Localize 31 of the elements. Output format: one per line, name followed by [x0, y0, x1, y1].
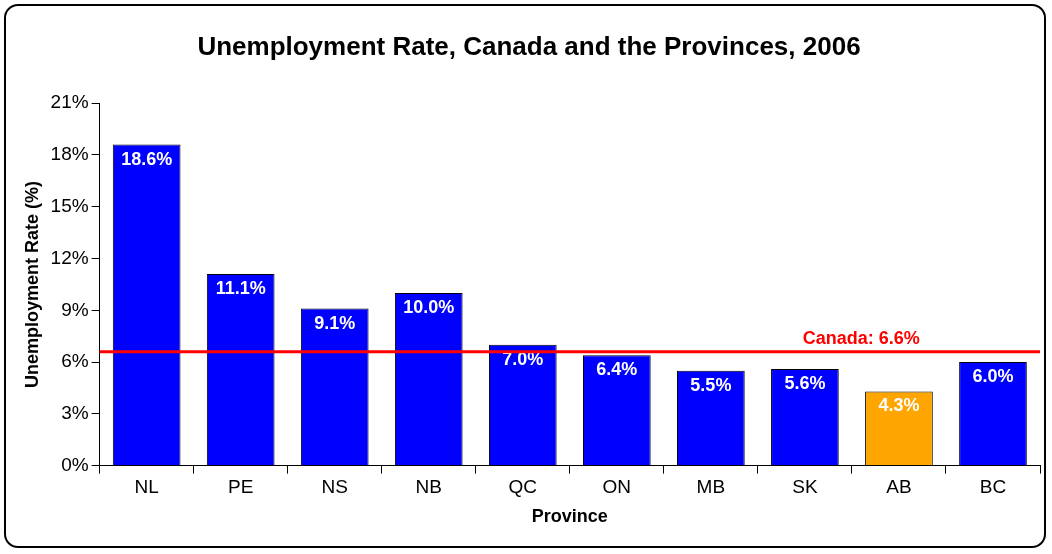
x-tick-label: BC	[979, 476, 1007, 498]
data-label: 18.6%	[121, 148, 173, 169]
y-tick-label: 21%	[50, 91, 89, 113]
data-label: 10.0%	[403, 297, 455, 317]
y-tick-label: 9%	[61, 298, 89, 320]
x-axis-title: Province	[531, 506, 608, 527]
data-label: 6.0%	[972, 366, 1014, 387]
x-tick-label: MB	[696, 476, 726, 498]
data-label: 4.3%	[878, 395, 920, 416]
y-tick-label: 15%	[50, 194, 89, 216]
y-axis-title: Unemployment Rate (%)	[21, 180, 42, 388]
chart-title: Unemployment Rate, Canada and the Provinces, 2006	[197, 30, 861, 61]
data-label: 6.4%	[596, 359, 638, 380]
x-tick-label: NB	[415, 476, 442, 498]
data-label: 5.6%	[784, 372, 826, 393]
data-label: 5.5%	[690, 374, 732, 395]
x-tick-label: PE	[228, 476, 254, 498]
x-tick-label: ON	[602, 476, 632, 498]
x-tick-label: QC	[508, 476, 538, 498]
y-tick-label: 12%	[50, 246, 89, 268]
x-tick-label: AB	[886, 476, 912, 498]
y-tick-label: 0%	[61, 453, 89, 475]
y-tick-label: 18%	[50, 143, 89, 165]
y-tick-label: 6%	[61, 350, 89, 372]
x-tick-label: SK	[792, 476, 818, 498]
data-label: 11.1%	[215, 278, 266, 299]
data-label: 9.1%	[314, 312, 356, 333]
x-tick-label: NS	[321, 476, 348, 498]
ref-line-label: Canada: 6.6%	[802, 327, 920, 348]
y-tick-label: 3%	[61, 402, 89, 424]
x-tick-label: NL	[134, 476, 159, 498]
